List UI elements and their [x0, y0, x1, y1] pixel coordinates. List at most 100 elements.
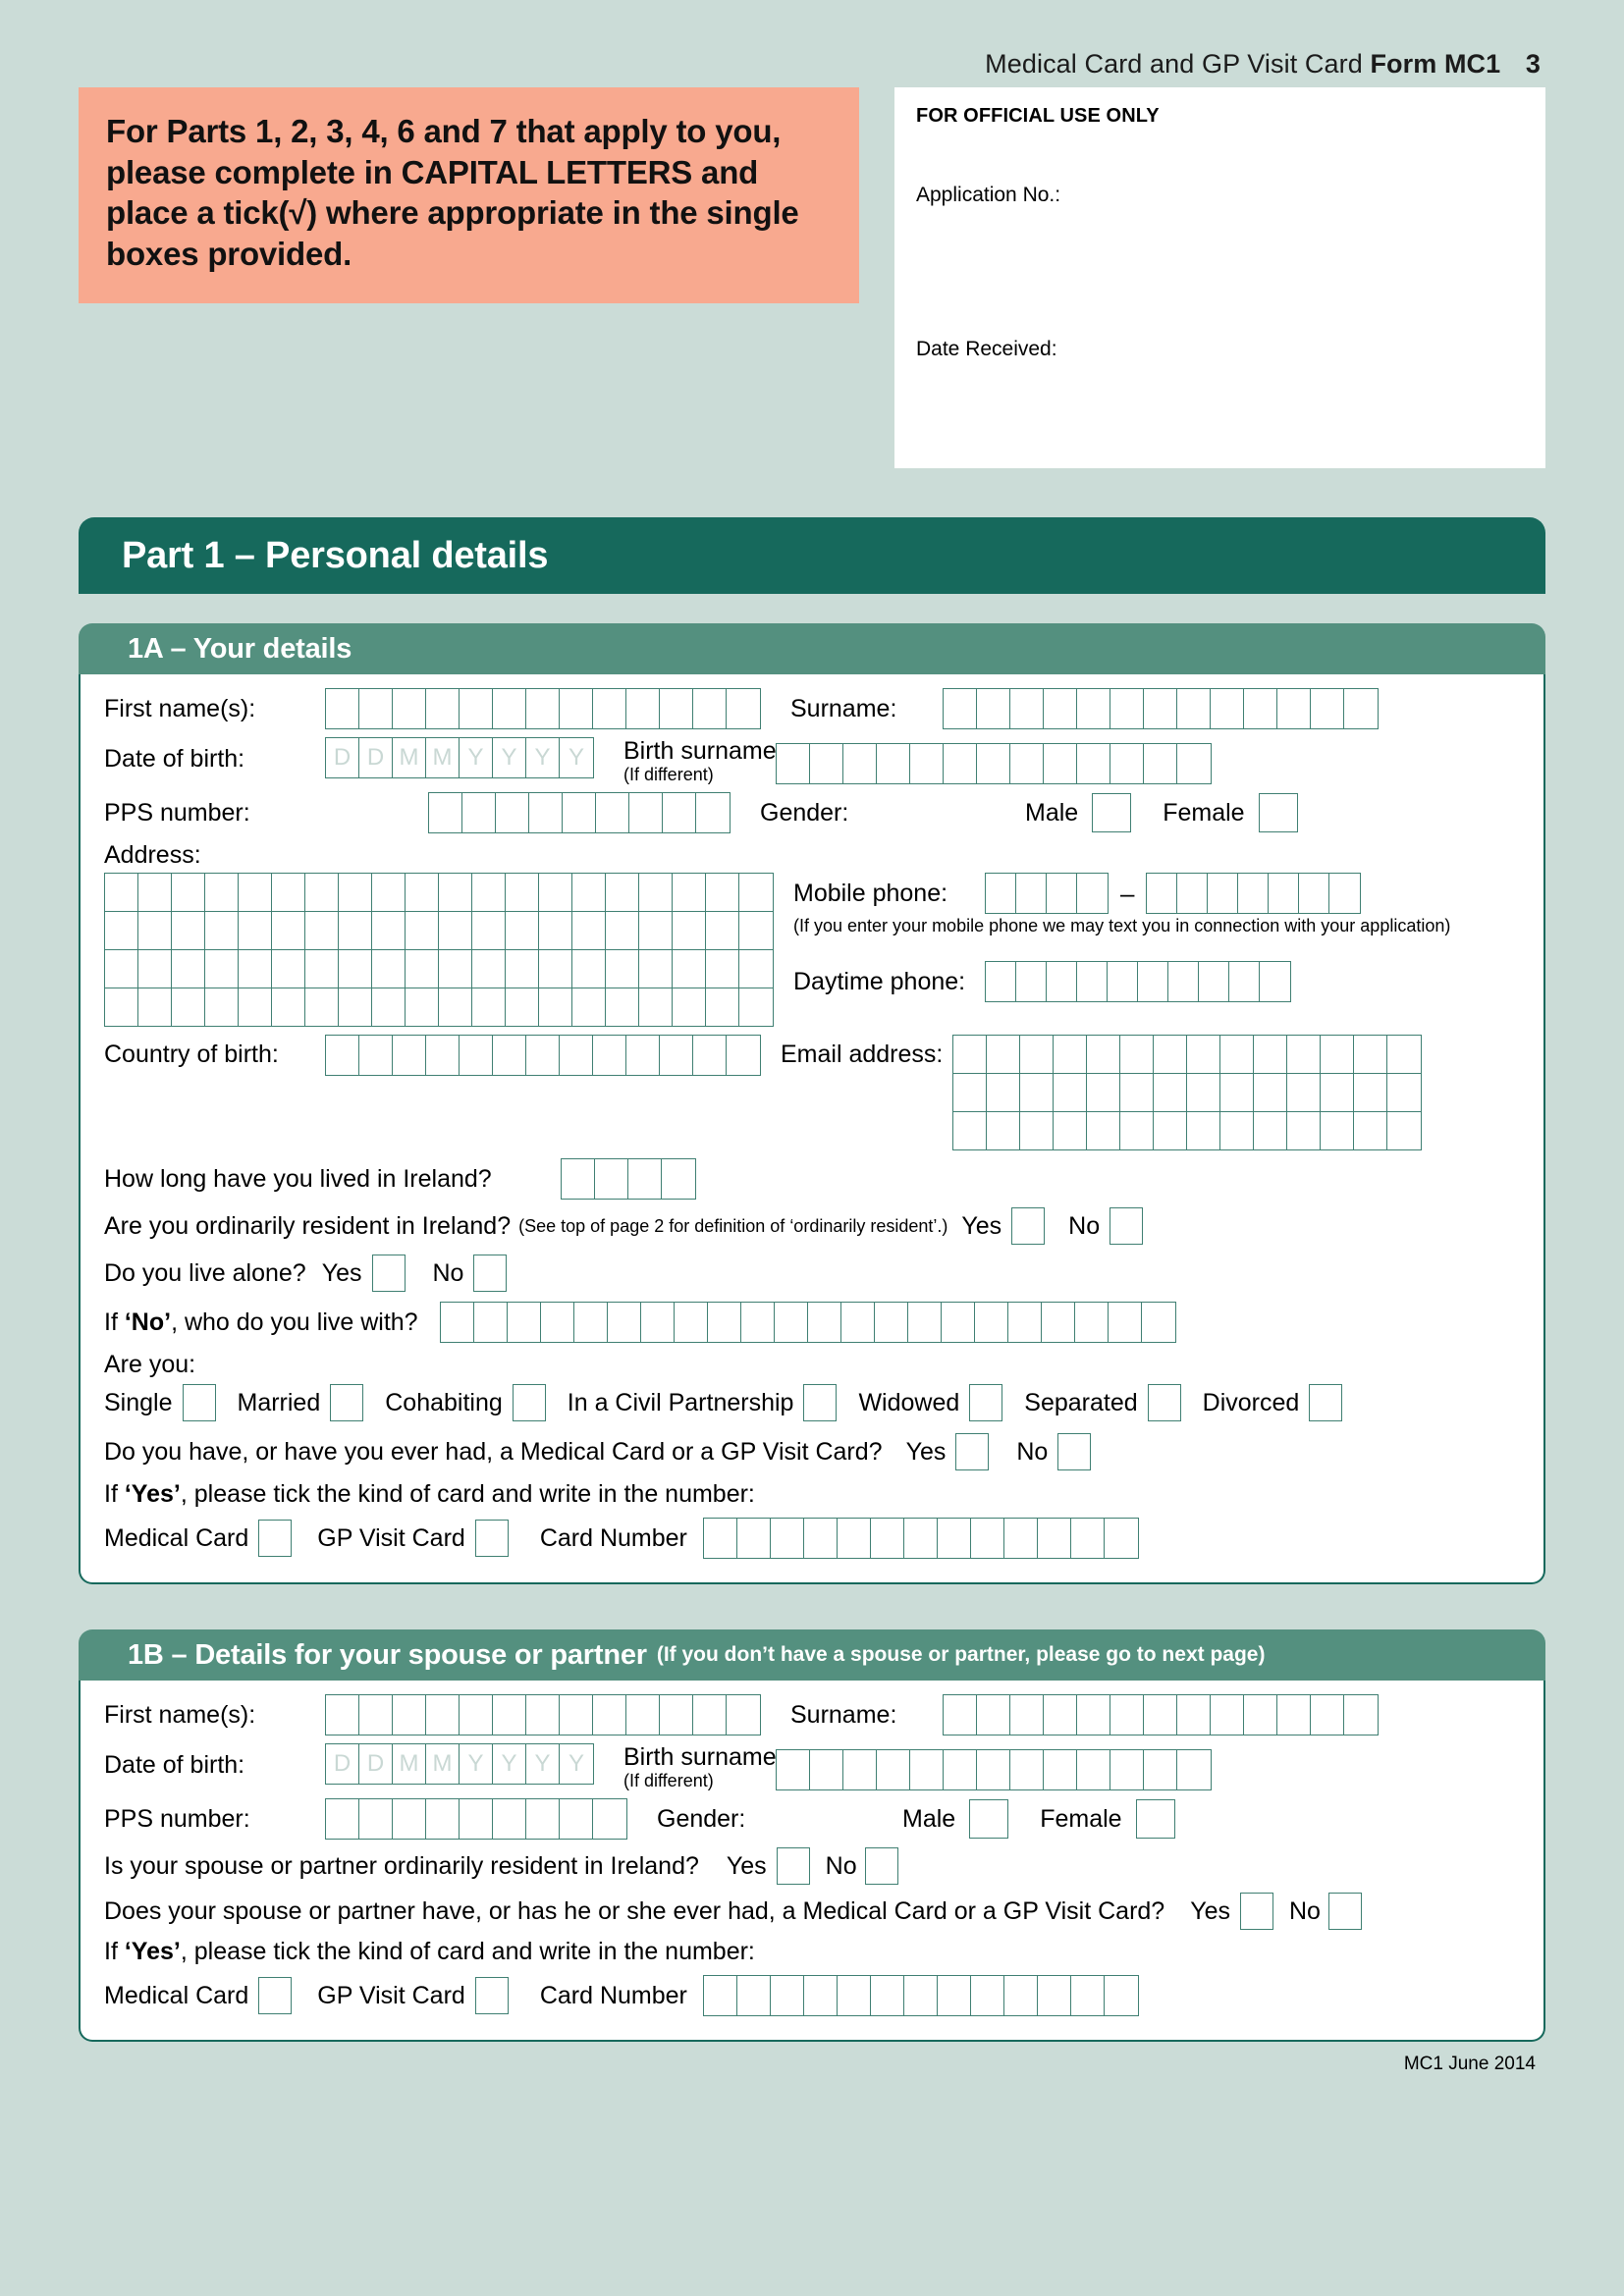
grid-cell[interactable] — [439, 912, 472, 950]
comb-cell[interactable] — [1177, 689, 1211, 728]
comb-cell[interactable] — [986, 962, 1016, 1002]
comb-cell[interactable] — [593, 689, 626, 728]
comb-cell[interactable] — [1344, 689, 1378, 728]
comb-cell[interactable] — [1238, 874, 1270, 914]
grid-cell[interactable] — [1120, 1112, 1154, 1150]
gender-male-checkbox[interactable] — [1092, 793, 1132, 833]
comb-cell[interactable] — [944, 689, 977, 728]
comb-cell[interactable] — [1147, 874, 1178, 914]
grid-cell[interactable] — [372, 988, 406, 1027]
how-long-input[interactable] — [561, 1158, 696, 1201]
email-input[interactable] — [952, 1035, 1422, 1151]
comb-cell[interactable] — [359, 1695, 393, 1735]
comb-cell[interactable] — [1044, 744, 1077, 783]
comb-cell[interactable] — [1008, 1303, 1042, 1343]
comb-cell[interactable] — [1075, 1303, 1109, 1343]
grid-cell[interactable] — [1321, 1036, 1354, 1074]
comb-cell[interactable] — [563, 793, 596, 833]
comb-cell[interactable] — [474, 1303, 508, 1343]
grid-cell[interactable] — [472, 950, 506, 988]
live-alone-yes-checkbox[interactable] — [371, 1255, 406, 1293]
comb-cell[interactable] — [975, 1303, 1008, 1343]
grid-cell[interactable] — [472, 874, 506, 912]
comb-cell[interactable] — [1277, 1695, 1311, 1735]
comb-cell[interactable] — [1077, 1750, 1110, 1790]
comb-cell[interactable]: Y — [460, 738, 493, 777]
comb-cell[interactable] — [938, 1976, 971, 2016]
comb-cell[interactable] — [493, 1695, 526, 1735]
comb-cell[interactable] — [908, 1303, 942, 1343]
grid-cell[interactable] — [205, 874, 239, 912]
comb-cell[interactable]: D — [359, 738, 393, 777]
grid-cell[interactable] — [1187, 1036, 1220, 1074]
comb-cell[interactable]: Y — [493, 738, 526, 777]
grid-cell[interactable] — [172, 874, 205, 912]
marital-option-checkbox[interactable] — [512, 1384, 546, 1422]
live-alone-no-checkbox[interactable] — [473, 1255, 508, 1293]
grid-cell[interactable] — [339, 912, 372, 950]
grid-cell[interactable] — [673, 950, 706, 988]
spouse-surname-input[interactable] — [943, 1694, 1379, 1736]
comb-cell[interactable] — [838, 1519, 871, 1559]
grid-cell[interactable] — [539, 950, 572, 988]
grid-cell[interactable] — [706, 874, 739, 912]
have-card-yes-checkbox[interactable] — [955, 1433, 990, 1471]
comb-cell[interactable] — [843, 744, 877, 783]
comb-cell[interactable] — [1110, 1750, 1144, 1790]
comb-cell[interactable] — [460, 1695, 493, 1735]
comb-cell[interactable] — [460, 1799, 493, 1840]
comb-cell[interactable] — [326, 1799, 359, 1840]
grid-cell[interactable] — [205, 950, 239, 988]
country-of-birth-input[interactable] — [325, 1035, 761, 1077]
grid-cell[interactable] — [639, 950, 673, 988]
grid-cell[interactable] — [406, 912, 439, 950]
grid-cell[interactable] — [506, 874, 539, 912]
grid-cell[interactable] — [239, 950, 272, 988]
comb-cell[interactable] — [841, 1303, 875, 1343]
who-live-with-input[interactable] — [439, 1302, 1176, 1344]
grid-cell[interactable] — [205, 988, 239, 1027]
spouse-first-names-input[interactable] — [325, 1694, 761, 1736]
comb-cell[interactable] — [877, 1750, 910, 1790]
grid-cell[interactable] — [439, 950, 472, 988]
card-number-input[interactable] — [702, 1518, 1139, 1560]
comb-cell[interactable]: M — [393, 1744, 426, 1785]
grid-cell[interactable] — [1254, 1112, 1287, 1150]
comb-cell[interactable] — [660, 689, 693, 728]
comb-cell[interactable] — [508, 1303, 541, 1343]
gp-visit-card-checkbox[interactable] — [474, 1520, 509, 1558]
comb-cell[interactable] — [1208, 874, 1239, 914]
spouse-have-card-no-checkbox[interactable] — [1327, 1893, 1362, 1931]
comb-cell[interactable] — [1077, 744, 1110, 783]
spouse-card-number-input[interactable] — [702, 1975, 1139, 2017]
grid-cell[interactable] — [138, 874, 172, 912]
comb-cell[interactable] — [708, 1303, 741, 1343]
grid-cell[interactable] — [1120, 1074, 1154, 1112]
grid-cell[interactable] — [706, 988, 739, 1027]
comb-cell[interactable] — [977, 1695, 1010, 1735]
comb-cell[interactable] — [693, 1036, 727, 1076]
comb-cell[interactable] — [1105, 1976, 1138, 2015]
comb-cell[interactable] — [560, 1695, 593, 1735]
comb-cell[interactable] — [608, 1303, 641, 1343]
comb-cell[interactable] — [1229, 962, 1260, 1002]
comb-cell[interactable] — [1110, 1695, 1144, 1735]
grid-cell[interactable] — [138, 912, 172, 950]
comb-cell[interactable] — [359, 689, 393, 728]
comb-cell[interactable] — [877, 744, 910, 783]
comb-cell[interactable] — [810, 744, 843, 783]
comb-cell[interactable] — [977, 744, 1010, 783]
comb-cell[interactable] — [560, 1036, 593, 1076]
comb-cell[interactable] — [574, 1303, 608, 1343]
comb-cell[interactable] — [393, 689, 426, 728]
comb-cell[interactable] — [426, 1695, 460, 1735]
comb-cell[interactable]: D — [326, 738, 359, 777]
grid-cell[interactable] — [953, 1074, 987, 1112]
comb-cell[interactable] — [1010, 744, 1044, 783]
grid-cell[interactable] — [105, 988, 138, 1027]
grid-cell[interactable] — [506, 988, 539, 1027]
grid-cell[interactable] — [1054, 1036, 1087, 1074]
comb-cell[interactable]: M — [393, 738, 426, 777]
grid-cell[interactable] — [172, 950, 205, 988]
grid-cell[interactable] — [953, 1036, 987, 1074]
